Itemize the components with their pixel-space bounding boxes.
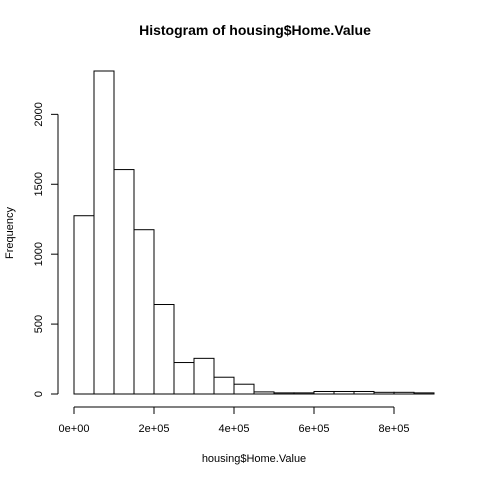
histogram-bar — [93, 70, 115, 395]
y-tick-label: 500 — [33, 315, 45, 333]
histogram-bar — [333, 390, 355, 395]
histogram-bar — [313, 390, 335, 395]
x-tick-label: 6e+05 — [299, 423, 330, 435]
histogram-bar — [133, 229, 155, 395]
histogram-bar — [393, 391, 415, 395]
x-tick-label: 0e+00 — [59, 423, 90, 435]
y-tick-label: 1000 — [33, 242, 45, 266]
histogram-bar — [173, 362, 195, 395]
x-tick-label: 8e+05 — [379, 423, 410, 435]
histogram-bar — [153, 304, 175, 395]
y-tick-label: 2000 — [33, 102, 45, 126]
histogram-bar — [413, 392, 435, 395]
y-tick-label: 1500 — [33, 172, 45, 196]
histogram-bar — [213, 376, 235, 395]
histogram-bar — [193, 357, 215, 395]
bars — [73, 70, 435, 395]
histogram-bar — [373, 391, 395, 395]
x-axis: 0e+00 2e+05 4e+05 6e+05 8e+05 — [59, 406, 410, 435]
x-tick-label: 4e+05 — [219, 423, 250, 435]
histogram-bar — [253, 391, 275, 395]
histogram-bar — [113, 169, 135, 395]
histogram-bar — [273, 392, 295, 395]
y-axis-label: Frequency — [4, 207, 16, 259]
histogram-bar — [293, 392, 315, 395]
histogram-bar — [353, 390, 375, 395]
x-axis-label: housing$Home.Value — [202, 453, 306, 465]
histogram-bar — [233, 383, 255, 395]
chart-title: Histogram of housing$Home.Value — [139, 22, 371, 38]
y-tick-label: 0 — [33, 391, 45, 397]
x-tick-label: 2e+05 — [139, 423, 170, 435]
y-axis: 0 500 1000 1500 2000 — [33, 102, 59, 397]
histogram-bar — [73, 215, 95, 395]
